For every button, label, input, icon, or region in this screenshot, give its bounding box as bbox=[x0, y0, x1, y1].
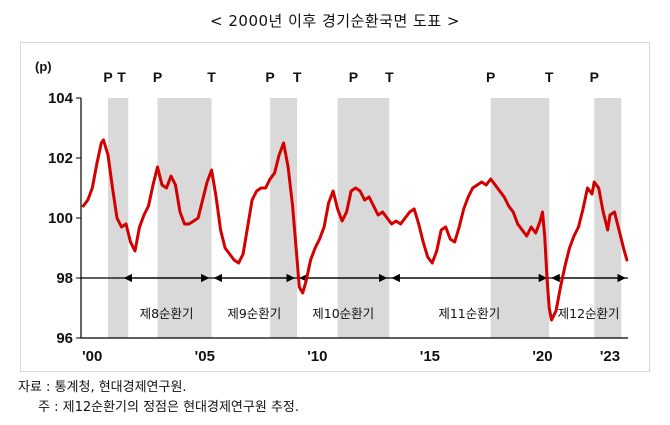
turning-point-label: P bbox=[349, 69, 358, 85]
x-tick-label: '05 bbox=[195, 348, 215, 365]
chart-frame: (p) 104 102 100 98 96'00'05'10'15'20'23 P T P T P T… bbox=[20, 42, 650, 372]
cycle-label: 제12순환기 bbox=[558, 306, 620, 321]
cycle-label: 제9순환기 bbox=[227, 306, 281, 321]
source-note: 자료 : 통계청, 현대경제연구원. bbox=[18, 380, 187, 395]
y-tick-label: 96 bbox=[56, 330, 73, 347]
cycle-label: 제8순환기 bbox=[140, 306, 194, 321]
chart-title: < 2000년 이후 경기순환국면 도표 > bbox=[210, 12, 460, 30]
turning-point-label: T bbox=[545, 69, 554, 85]
recession-band bbox=[337, 98, 390, 338]
turning-point-label: P bbox=[103, 69, 112, 85]
cycle-label: 제11순환기 bbox=[438, 306, 500, 321]
y-tick-label: 102 bbox=[48, 150, 73, 167]
notes: 자료 : 통계청, 현대경제연구원. 주 : 제12순환기의 정점은 현대경제연… bbox=[18, 378, 299, 418]
turning-point-label: T bbox=[117, 69, 126, 85]
x-tick-label: '20 bbox=[532, 348, 552, 365]
turning-point-label: P bbox=[486, 69, 495, 85]
turning-point-label: P bbox=[265, 69, 274, 85]
x-tick-label: '10 bbox=[307, 348, 327, 365]
turning-point-label: T bbox=[293, 69, 302, 85]
footnote: 주 : 제12순환기의 정점은 현대경제연구원 추정. bbox=[38, 400, 299, 415]
turning-point-label: T bbox=[207, 69, 216, 85]
turning-point-label: T bbox=[385, 69, 394, 85]
cycle-label: 제10순환기 bbox=[312, 306, 374, 321]
y-axis-unit: (p) bbox=[35, 59, 52, 74]
turning-point-label: P bbox=[590, 69, 599, 85]
y-tick-label: 104 bbox=[48, 90, 74, 107]
x-tick-label: '00 bbox=[82, 348, 102, 365]
index-line bbox=[81, 138, 629, 322]
turning-point-label: P bbox=[153, 69, 162, 85]
recession-band bbox=[157, 98, 212, 338]
x-tick-label: '15 bbox=[420, 348, 440, 365]
y-tick-label: 100 bbox=[48, 210, 73, 227]
y-tick-label: 98 bbox=[56, 270, 73, 287]
x-tick-label: '23 bbox=[600, 348, 620, 365]
